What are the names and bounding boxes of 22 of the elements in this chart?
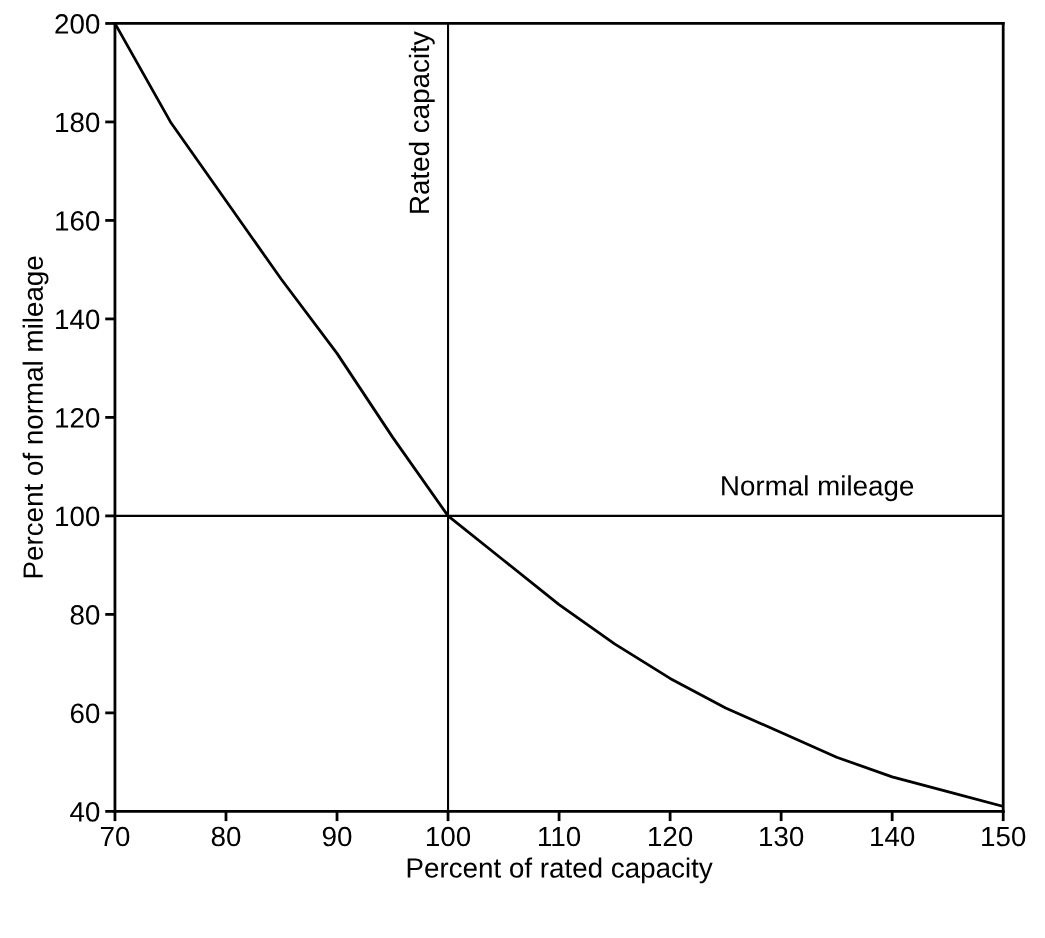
y-tick-label: 140 xyxy=(56,309,100,330)
y-tick-label: 60 xyxy=(70,703,100,724)
y-tick-label: 160 xyxy=(56,211,100,231)
ref-line-label: Normal mileage xyxy=(722,475,914,502)
x-tick-label: 100 xyxy=(426,826,471,847)
y-tick-label: 180 xyxy=(56,112,100,133)
x-tick-label: 80 xyxy=(211,826,241,847)
x-tick-label: 90 xyxy=(322,826,352,847)
y-tick-label: 100 xyxy=(56,506,100,527)
x-tick-label: 140 xyxy=(871,826,915,847)
y-tick-label: 200 xyxy=(55,14,100,34)
x-axis-title: Percent of rated capacity xyxy=(407,857,713,884)
y-tick-label: 40 xyxy=(70,802,100,822)
y-tick-label: 120 xyxy=(56,408,100,428)
x-tick-label: 120 xyxy=(649,826,693,847)
x-tick-label: 70 xyxy=(100,826,130,847)
y-tick-label: 80 xyxy=(70,605,100,625)
x-tick-label: 130 xyxy=(760,826,804,847)
y-axis-title: Percent of normal mileage xyxy=(22,256,49,578)
x-tick-label: 150 xyxy=(982,826,1026,847)
ref-line-label: Rated capacity xyxy=(408,31,435,213)
x-tick-label: 110 xyxy=(539,826,581,847)
